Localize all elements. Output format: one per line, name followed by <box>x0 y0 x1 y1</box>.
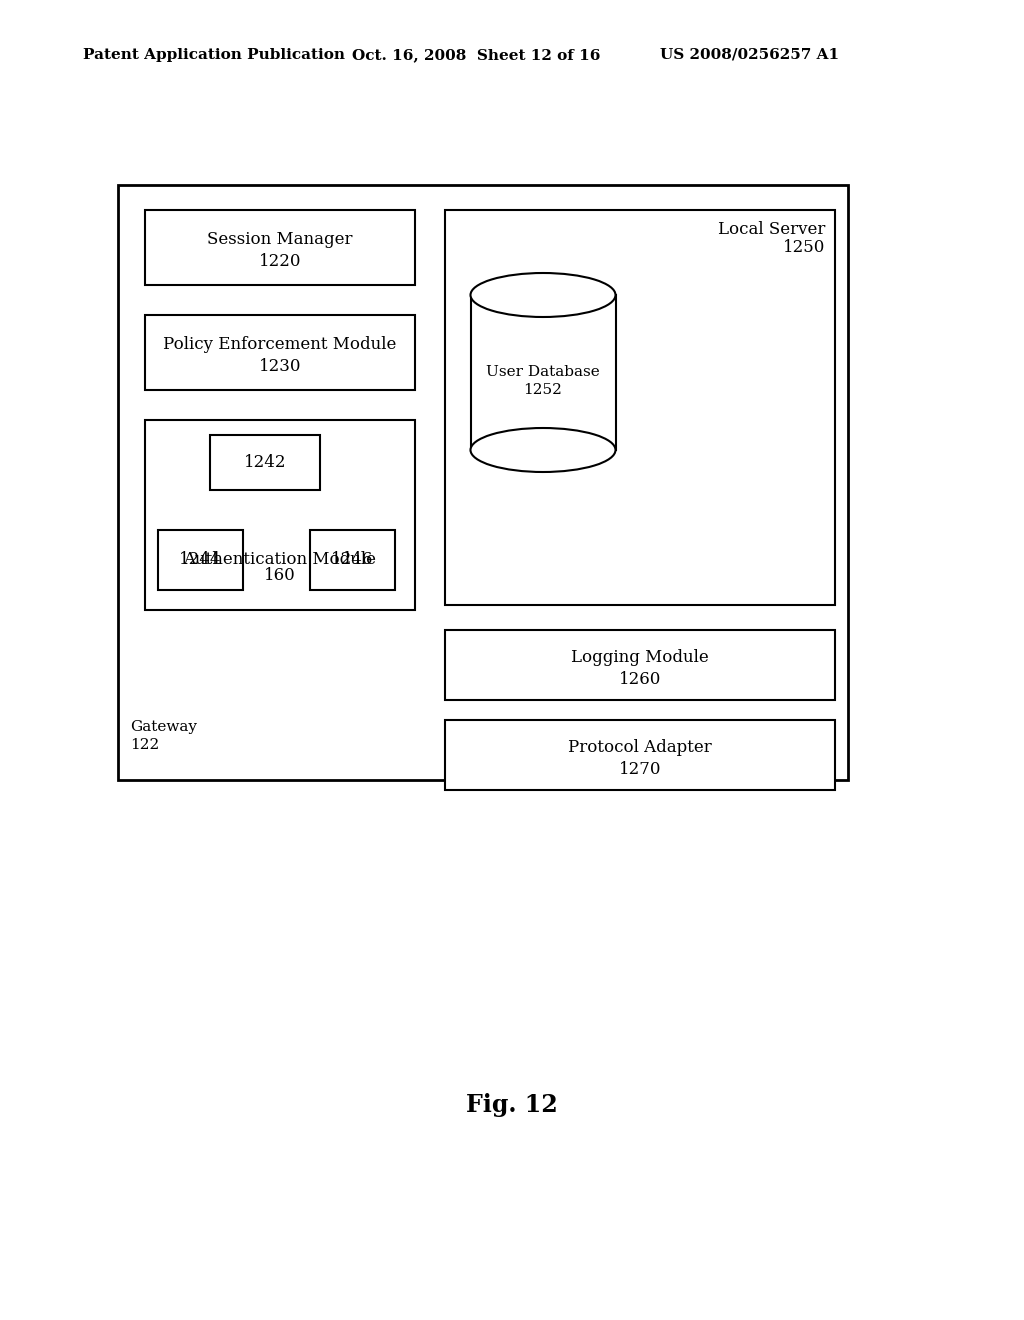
Text: 1230: 1230 <box>259 358 301 375</box>
Ellipse shape <box>470 428 615 473</box>
Text: Protocol Adapter: Protocol Adapter <box>568 738 712 755</box>
Text: Session Manager: Session Manager <box>207 231 352 248</box>
Text: 1250: 1250 <box>782 239 825 256</box>
Bar <box>145 210 415 285</box>
Text: Local Server: Local Server <box>718 222 825 239</box>
Text: User Database: User Database <box>486 366 600 380</box>
Text: 122: 122 <box>130 738 160 752</box>
Bar <box>470 294 615 450</box>
Text: 1220: 1220 <box>259 253 301 271</box>
Text: Fig. 12: Fig. 12 <box>466 1093 558 1117</box>
Text: Patent Application Publication: Patent Application Publication <box>83 48 345 62</box>
Text: Policy Enforcement Module: Policy Enforcement Module <box>163 337 396 352</box>
Text: 1252: 1252 <box>523 384 562 397</box>
Bar <box>445 210 835 605</box>
Text: Oct. 16, 2008  Sheet 12 of 16: Oct. 16, 2008 Sheet 12 of 16 <box>352 48 600 62</box>
Bar <box>210 436 319 490</box>
Text: US 2008/0256257 A1: US 2008/0256257 A1 <box>660 48 839 62</box>
Text: Authentication Module: Authentication Module <box>183 552 377 569</box>
Text: 1246: 1246 <box>332 552 374 569</box>
Text: 160: 160 <box>264 568 296 585</box>
Bar <box>158 531 243 590</box>
Text: Gateway: Gateway <box>130 719 197 734</box>
Bar <box>145 315 415 389</box>
Bar <box>445 719 835 789</box>
Ellipse shape <box>470 273 615 317</box>
Text: 1244: 1244 <box>179 552 222 569</box>
Text: 1260: 1260 <box>618 671 662 688</box>
Bar <box>445 630 835 700</box>
Text: 1242: 1242 <box>244 454 287 471</box>
Bar <box>310 531 395 590</box>
Text: Logging Module: Logging Module <box>571 648 709 665</box>
Bar <box>118 185 848 780</box>
Text: 1270: 1270 <box>618 760 662 777</box>
Bar <box>145 420 415 610</box>
